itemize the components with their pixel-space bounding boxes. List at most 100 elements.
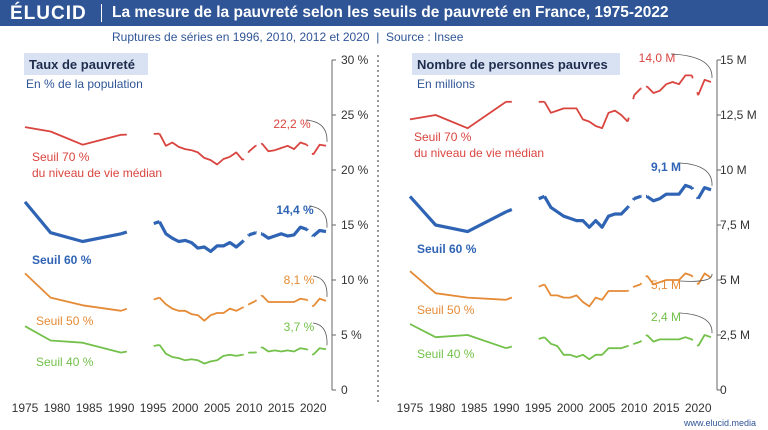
rate-x-tick-label: 2015	[268, 401, 295, 415]
footer-url[interactable]: www.elucid.media	[683, 418, 756, 428]
header-bar: ÉLUCID La mesure de la pauvreté selon le…	[0, 0, 768, 26]
count-seuil-60-break-stub	[626, 205, 630, 209]
count-x-tick-label: 1980	[429, 401, 456, 415]
rate-x-tick-label: 1980	[44, 401, 71, 415]
count-seuil-70-label: du niveau de vie médian	[414, 146, 544, 160]
rate-seuil-50-last-value: 8,1 %	[284, 273, 315, 287]
source-note: Source : Insee	[386, 30, 464, 44]
count-seuil-70-leader	[670, 53, 713, 79]
rate-seuil-40-break-stub	[311, 353, 314, 356]
rate-x-tick-label: 2010	[236, 401, 263, 415]
count-seuil-70-line	[633, 87, 642, 96]
rate-seuil-70-line	[248, 145, 257, 152]
count-y-tick-label: 5 M	[720, 273, 740, 287]
rate-seuil-40-line	[312, 347, 327, 356]
header-divider	[101, 4, 102, 22]
count-seuil-60-break-stub	[538, 194, 546, 201]
count-x-tick-label: 2005	[589, 401, 616, 415]
rate-seuil-50-break-stub	[254, 299, 258, 302]
rate-seuil-40-break-stub	[254, 351, 258, 354]
rate-seuil-70-break-stub	[306, 144, 309, 147]
count-seuil-50-break-stub	[627, 289, 630, 292]
count-y-tick-label: 15 M	[720, 53, 747, 67]
count-seuil-50-line	[543, 283, 628, 308]
count-seuil-50-break-stub	[538, 283, 545, 288]
count-y-tick-label: 12,5 M	[720, 108, 757, 122]
count-seuil-70-break-stub	[632, 94, 636, 100]
count-y-tick-label: 7,5 M	[720, 218, 750, 232]
count-seuil-70-line	[409, 101, 507, 130]
subtitle: Ruptures de séries en 1996, 2010, 2012 e…	[112, 30, 463, 44]
rate-seuil-60-break-stub	[241, 239, 245, 243]
rate-seuil-50-leader	[312, 275, 328, 297]
count-seuil-60-break-stub	[505, 208, 513, 214]
rate-x-tick-label: 2005	[204, 401, 231, 415]
rate-seuil-70-last-value: 22,2 %	[273, 117, 311, 131]
count-seuil-50-break-stub	[639, 282, 643, 285]
count-seuil-40-line	[409, 323, 507, 350]
rate-seuil-50-line	[24, 272, 122, 312]
rate-seuil-40-line	[24, 325, 122, 354]
count-seuil-50-leader	[679, 273, 713, 282]
rate-chart-title: Taux de pauvreté	[29, 57, 135, 72]
rate-x-tick-label: 1990	[108, 401, 135, 415]
count-y-tick-label: 10 M	[720, 163, 747, 177]
rate-seuil-50-break-stub	[306, 299, 309, 302]
rate-seuil-60-break-stub	[247, 233, 251, 238]
count-seuil-50-line	[646, 272, 693, 286]
rate-seuil-40-break-stub	[260, 346, 263, 349]
count-title-box	[412, 53, 620, 75]
count-seuil-50-break-stub	[505, 296, 513, 301]
elucid-logo: ÉLUCID	[10, 3, 87, 24]
rate-seuil-40-break-stub	[306, 348, 309, 351]
rate-unit-label: En % de la population	[26, 77, 143, 91]
rate-seuil-50-line	[158, 296, 244, 322]
rate-seuil-70-break-stub	[242, 158, 245, 161]
count-seuil-60-line	[543, 195, 629, 229]
rate-seuil-60-break-stub	[311, 233, 315, 238]
rate-seuil-50-label: Seuil 50 %	[36, 314, 94, 328]
rate-x-tick-label: 1985	[76, 401, 103, 415]
count-seuil-60-break-stub	[631, 197, 636, 201]
rate-seuil-40-line	[158, 344, 243, 365]
count-seuil-70-break-stub	[690, 75, 694, 79]
count-seuil-70-line	[697, 78, 712, 96]
rate-seuil-60-leader	[308, 205, 328, 228]
count-seuil-40-line	[633, 340, 641, 345]
rate-seuil-50-line	[261, 294, 307, 303]
count-x-tick-label: 1990	[493, 401, 520, 415]
count-seuil-50-line	[409, 270, 507, 301]
count-seuil-40-break-stub	[691, 338, 694, 342]
rate-seuil-40-break-stub	[120, 350, 128, 354]
rate-seuil-70-leader	[305, 119, 328, 142]
rate-x-tick-label: 2000	[172, 401, 199, 415]
count-x-tick-label: 1985	[461, 401, 488, 415]
rate-seuil-60-label: Seuil 60 %	[32, 253, 92, 267]
rate-seuil-60-line	[312, 228, 327, 238]
count-seuil-40-break-stub	[538, 336, 545, 340]
count-x-tick-label: 1975	[397, 401, 424, 415]
rate-seuil-60-last-value: 14,4 %	[276, 203, 314, 217]
count-seuil-50-line	[633, 283, 641, 288]
rate-seuil-70-label: Seuil 70 %	[32, 150, 90, 164]
rate-seuil-70-line	[261, 141, 308, 153]
rate-y-tick-label: 20 %	[341, 163, 369, 177]
rate-seuil-40-leader	[312, 322, 328, 346]
count-seuil-60-leader	[679, 162, 713, 186]
rate-seuil-60-break-stub	[153, 220, 160, 226]
count-x-tick-label: 2020	[685, 401, 712, 415]
count-seuil-40-leader	[679, 312, 713, 334]
rate-seuil-60-line	[248, 231, 257, 237]
count-seuil-50-label: Seuil 50 %	[417, 303, 475, 317]
count-seuil-60-line	[646, 183, 693, 203]
count-x-tick-label: 2010	[621, 401, 648, 415]
count-x-tick-label: 1995	[525, 401, 552, 415]
rate-y-tick-label: 0	[341, 383, 348, 397]
count-seuil-50-break-stub	[691, 275, 694, 278]
count-seuil-70-label: Seuil 70 %	[414, 130, 472, 144]
count-seuil-40-break-stub	[639, 339, 643, 343]
rate-seuil-50-break-stub	[260, 294, 263, 297]
count-seuil-60-line	[696, 186, 712, 200]
count-x-tick-label: 2000	[557, 401, 584, 415]
